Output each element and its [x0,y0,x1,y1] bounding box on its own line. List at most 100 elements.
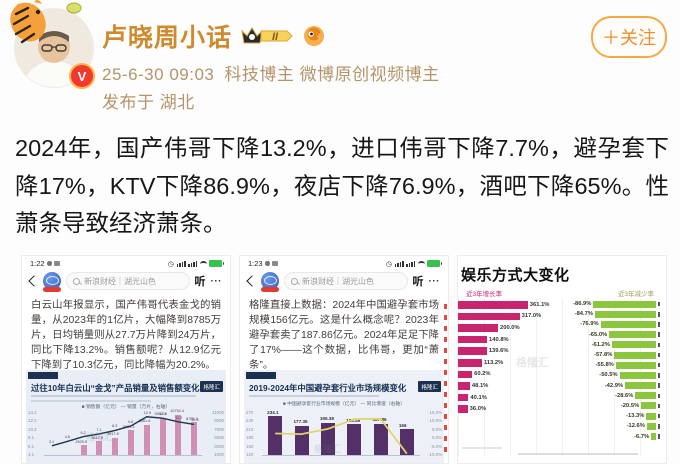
axis-label: 15.0% [429,410,442,415]
axis-label: 10.2 [28,426,37,432]
growth-row: 140.8% [458,334,566,346]
bar [373,423,388,455]
bar [646,422,656,430]
axis-label: 5.0% [431,426,442,432]
search-input[interactable]: 新浪财经｜湖光山色 [284,272,408,290]
account-logo[interactable] [43,272,61,292]
signal2-icon [188,260,197,267]
username[interactable]: 卢晓周小话 [102,24,233,52]
avatar[interactable]: V [10,0,95,89]
back-icon[interactable] [28,275,40,287]
post-image-1[interactable]: 1:22 ◷ 新浪财经｜湖光山色 听 ··· 白云山年报 [21,255,231,464]
footer-source [518,452,638,455]
decline-row: -13.3% [550,411,660,421]
post-image-3[interactable]: 娱乐方式大变化 近3年增长率 近3年减少率 361.1% 317.0% 200.0%… [457,255,667,464]
post-image-2[interactable]: 1:23 ◷ 新浪财经｜湖光山色 听 ··· 格隆直接上 [239,255,449,464]
chart-title: 过往10年白云山“金戈”产品销量及销售额变化 [31,383,200,393]
fish-badge-icon [304,26,325,46]
y-axis-left: 270 240 210 180 150 120 [246,410,253,457]
y-axis-right: 11000 9000 7000 5000 3000 1000 [212,410,224,457]
decline-row: -84.7% [550,309,660,319]
cropped-category-label [657,383,660,388]
bar-label: 40.1% [470,394,487,401]
cropped-category-label [657,301,660,307]
watermark: 格隆汇 [516,357,549,369]
alarm-icon: ◷ [167,260,174,268]
cropped-category-label [657,373,660,378]
axis-label: 9000 [214,418,224,424]
decline-row: -6.7% [550,431,660,441]
follow-button[interactable]: ＋关注 [591,16,667,58]
bar-label: 8785.3 [186,416,198,421]
decline-row: -50.5% [550,370,660,380]
decline-row: -65.0% [550,330,660,340]
line-label: 12.9 [143,410,152,415]
axis-label: 210 [246,426,254,432]
bar-label: -55.8% [595,362,614,369]
bar [96,441,103,455]
chart-title: 2019-2024年中国避孕套行业市场规模变化 [249,383,407,393]
growth-row: 36.0% [458,403,566,415]
back-icon[interactable] [246,275,258,287]
axis-label: 3000 [214,443,224,449]
listen-button[interactable]: 听 [194,276,206,288]
growth-line [275,417,408,455]
decline-row: -57.8% [550,350,660,360]
bar [625,382,656,390]
bar-label: -50.5% [599,372,618,379]
listen-button[interactable]: 听 [412,276,424,288]
bar [80,445,87,455]
bar [641,402,656,410]
status-app-icon [272,260,278,267]
bar-label: -76.9% [580,321,599,328]
bar-label: -61.2% [591,341,610,348]
bar-label: -42.9% [604,382,624,389]
image-grid: 1:22 ◷ 新浪财经｜湖光山色 听 ··· 白云山年报 [21,255,667,464]
bar-label: 10752.4 [170,409,185,414]
search-input[interactable]: 新浪财经｜湖光山色 [66,272,190,290]
post-text: 2024年，国产伟哥下降13.2%，进口伟哥下降7.7%，避孕套下降17%，KT… [15,135,669,236]
bar [458,347,487,355]
verified-badge: V [69,63,95,89]
more-button[interactable]: ··· [428,275,440,287]
account-logo[interactable] [261,272,279,292]
cropped-category-label [657,362,660,368]
bar-label: 234.1 [267,409,279,415]
bar-label: 8081.8 [138,419,151,424]
line-label: 4.6 [64,435,70,440]
axis-label: 12.2 [28,418,37,424]
chart-title: 娱乐方式大变化 [461,267,570,284]
cropped-category-label [657,352,660,358]
gelonghui-logo: 格隆汇 [200,381,223,392]
axis-label: 8.1 [28,435,35,441]
bar-label: -6.7% [634,433,650,440]
axis-label: 1000 [214,451,224,457]
chart-legend: ■ 销售额（亿元） — 销量（万片，右轴） [81,405,171,410]
nav-bar: 新浪财经｜湖光山色 听 ··· [240,269,448,292]
more-button[interactable]: ··· [210,275,222,287]
post-time: 25-6-30 09:03 [102,65,215,84]
status-bar: 1:23 ◷ [240,256,448,269]
bar [191,422,198,455]
line-label: 8.3 [112,424,118,429]
bar [615,361,656,369]
bar-label: 361.1% [529,301,550,308]
bar-label: 200.0% [500,324,520,331]
bar-label: 2625.5 [75,439,88,444]
line-label: 10.3 [191,418,199,423]
status-bar: 1:22 ◷ [22,256,230,269]
cropped-category-label [657,393,660,399]
bar [595,310,656,318]
footer-note [462,446,502,449]
growth-row: 200.0% [458,322,566,334]
decline-row: -28.6% [550,391,660,401]
bar [635,392,656,400]
bar [611,341,656,349]
condom-market-chart: 2019-2024年中国避孕套行业市场规模变化 格隆汇 ■ 中国避孕套行业市场规… [244,370,444,463]
battery-icon [209,260,224,267]
bar [458,370,473,379]
cropped-category-label [657,322,660,327]
bar [458,335,488,344]
growth-row: 60.2% [458,369,566,381]
